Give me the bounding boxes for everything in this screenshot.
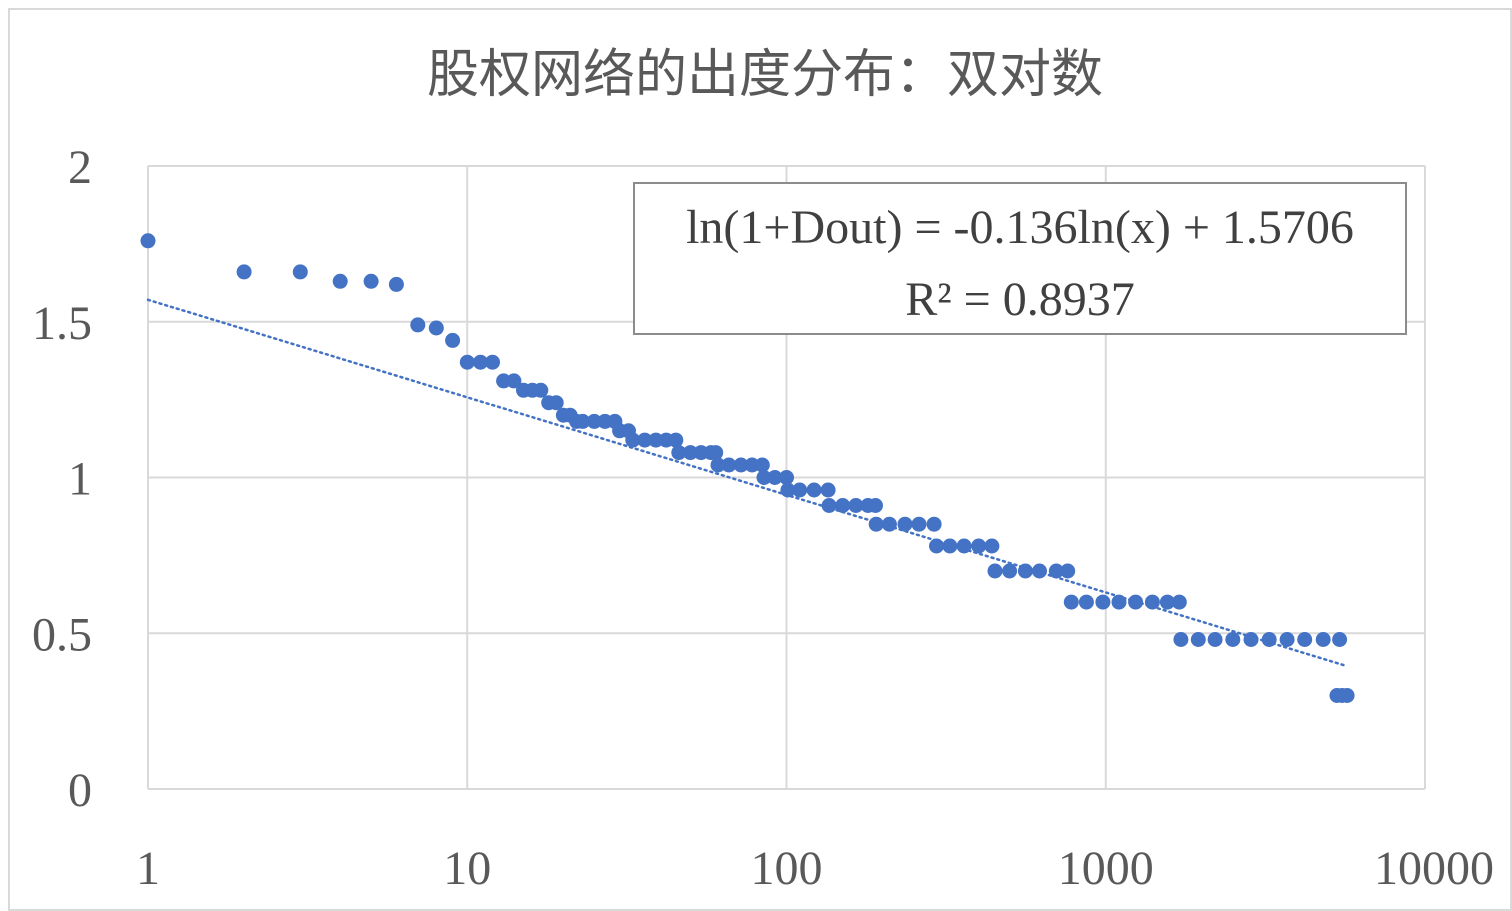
data-point [496,373,512,389]
data-point [756,470,772,485]
data-point [754,457,770,473]
data-point [780,482,796,498]
data-point [708,445,724,461]
trendline-equation-box: ln(1+Dout) = -0.136ln(x) + 1.5706 R² = 0… [633,182,1407,335]
data-point [648,432,664,448]
data-point [1171,594,1187,610]
trendline [146,298,1346,667]
data-point [1002,563,1018,579]
data-point [1144,594,1160,610]
data-point [473,354,488,370]
data-point [1063,594,1079,610]
data-point [236,264,252,280]
data-point [575,413,591,429]
data-point [637,432,653,448]
data-point [1261,632,1277,647]
data-point [363,273,379,289]
data-point [292,264,308,280]
data-point [682,445,698,461]
data-point [911,516,927,532]
data-point [1190,632,1206,647]
data-point [1339,688,1355,703]
x-tick-label: 100 [751,842,823,895]
data-point [733,457,749,473]
data-point [1173,632,1189,647]
trendline-equation: ln(1+Dout) = -0.136ln(x) + 1.5706 [686,201,1354,254]
data-point [332,273,348,289]
data-point [1032,563,1047,579]
data-point [485,354,500,370]
axis-tick-labels: 0 0.5 1 1.5 2 1 10 100 1000 10000 [32,141,1494,895]
data-point [1111,594,1127,610]
data-point [428,320,444,336]
data-point [1279,632,1295,647]
y-tick-label: 0.5 [32,608,92,661]
data-point [971,538,987,554]
data-point [140,233,156,249]
data-point [1017,563,1033,579]
data-point [1315,632,1331,647]
data-point [1207,632,1223,647]
data-point [1332,632,1348,647]
data-point [1159,594,1175,610]
data-point [987,563,1003,579]
data-point [533,382,549,398]
data-point [586,413,602,429]
data-point [625,432,641,448]
y-tick-label: 1 [68,453,92,506]
data-points [140,233,1355,703]
data-point [835,498,851,513]
trendline-r-squared: R² = 0.8937 [905,273,1134,326]
data-point [1128,594,1144,610]
x-tick-label: 1 [136,842,160,895]
data-point [821,498,837,513]
trendline-path [146,298,1346,667]
y-tick-label: 0 [68,764,92,817]
data-point [388,276,404,292]
data-point [848,498,864,513]
data-point [445,332,461,348]
data-point [1095,594,1111,610]
equation-box-border [633,182,1407,335]
data-point [1048,563,1064,579]
data-point [1225,632,1241,647]
data-point [792,482,808,498]
data-point [929,538,944,554]
data-point [710,457,726,473]
data-point [767,470,783,485]
data-point [868,516,884,532]
data-point [1243,632,1259,647]
x-tick-label: 10 [443,842,491,895]
chart-title: 股权网络的出度分布：双对数 [427,45,1103,105]
data-point [942,538,958,554]
y-tick-label: 1.5 [32,297,92,350]
y-tick-label: 2 [68,141,92,194]
data-point [1078,594,1094,610]
x-tick-label: 1000 [1058,842,1154,895]
data-point [779,470,794,485]
data-point [926,516,942,532]
data-point [506,373,522,389]
data-point [820,482,836,498]
data-point [671,445,687,461]
data-point [721,457,737,473]
data-point [1060,563,1076,579]
data-point [668,432,684,448]
data-point [881,516,897,532]
data-point [806,482,822,498]
data-point [410,317,426,333]
data-point [1297,632,1313,647]
data-point [548,395,564,411]
data-point [897,516,913,532]
data-point [984,538,1000,554]
data-point [956,538,972,554]
data-point [459,354,475,370]
x-tick-label: 10000 [1374,842,1494,895]
data-point [868,498,883,513]
